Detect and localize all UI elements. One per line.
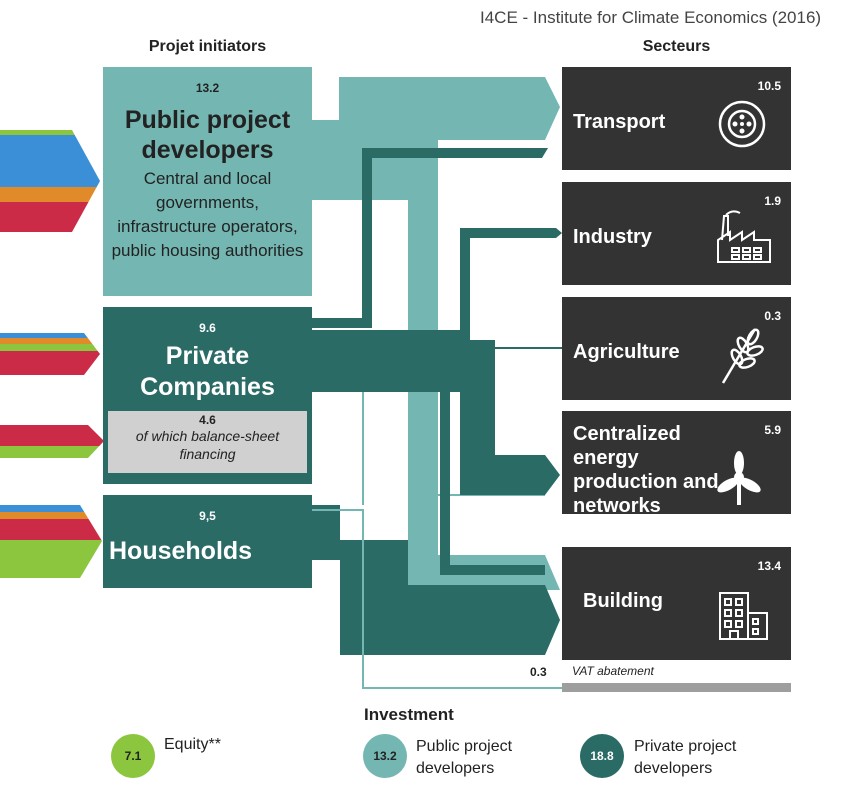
sector-centralized-energy: 5.9 Centralized energy production and ne… xyxy=(562,411,791,517)
sector-agriculture: 0.3 Agriculture xyxy=(562,297,791,400)
public-title: Public project developers xyxy=(124,106,291,164)
public-description: Central and local governments, infrastru… xyxy=(111,169,304,260)
flow-households-building-main xyxy=(340,540,560,655)
legend-private-label: Private project developers xyxy=(634,738,737,777)
wheat-icon xyxy=(721,328,764,384)
source-credit: I4CE - Institute for Climate Economics (… xyxy=(480,8,822,27)
public-developers-box: 13.2 Public project developers Central a… xyxy=(103,67,312,296)
legend-title: Investment xyxy=(364,705,454,724)
public-funding-arrow xyxy=(0,130,100,232)
wheel-icon xyxy=(718,100,766,148)
sector-building: 13.4 Building xyxy=(562,547,791,660)
flow-vat xyxy=(312,509,562,689)
households-box: 9,5 Households xyxy=(103,495,312,588)
legend-private-circle: 18.8 xyxy=(580,734,624,778)
balance-sheet-label: of which balance-sheet financing xyxy=(135,428,280,462)
balance-sheet-box: 4.6 of which balance-sheet financing xyxy=(108,411,307,473)
legend-equity-circle: 7.1 xyxy=(111,734,155,778)
sector-label: Building xyxy=(583,590,663,612)
building-icon xyxy=(719,592,768,640)
flow-public-transport xyxy=(312,77,560,200)
factory-icon xyxy=(717,210,771,263)
sector-label: Transport xyxy=(573,111,666,133)
private-title: Private Companies xyxy=(140,342,275,401)
sector-label: Centralized energy production and networ… xyxy=(573,423,719,517)
vat-label: VAT abatement xyxy=(572,664,654,678)
balance-sheet-funding-arrow xyxy=(0,425,104,458)
private-value: 9.6 xyxy=(199,321,216,335)
sector-value: 1.9 xyxy=(764,194,781,208)
sectors-header: Secteurs xyxy=(642,38,711,55)
private-companies-box: 9.6 Private Companies 4.6 of which balan… xyxy=(103,307,312,484)
legend-public-label: Public project developers xyxy=(416,738,513,777)
flow-private-transport xyxy=(312,148,548,328)
legend-public-circle: 13.2 xyxy=(363,734,407,778)
sector-value: 13.4 xyxy=(757,559,781,573)
vat-value: 0.3 xyxy=(530,665,547,679)
sector-industry: 1.9 Industry xyxy=(562,182,791,285)
flow-private-agriculture xyxy=(470,347,562,349)
sector-value: 10.5 xyxy=(757,79,781,93)
legend-equity-label: Equity** xyxy=(164,736,221,753)
balance-sheet-value: 4.6 xyxy=(199,413,216,427)
sector-value: 0.3 xyxy=(764,309,781,323)
households-funding-arrow xyxy=(0,505,102,578)
sector-label: Agriculture xyxy=(573,341,680,363)
sector-label: Industry xyxy=(573,226,652,248)
public-value: 13.2 xyxy=(195,81,220,95)
households-title: Households xyxy=(109,537,253,565)
wind-turbine-icon xyxy=(717,451,761,505)
flow-private-energy xyxy=(312,340,560,495)
sector-value: 5.9 xyxy=(764,423,781,437)
vat-bar xyxy=(562,683,791,692)
households-value: 9,5 xyxy=(199,509,216,523)
sector-transport: 10.5 Transport xyxy=(562,67,791,170)
private-funding-arrow xyxy=(0,333,100,375)
flow-households-building xyxy=(312,505,340,560)
initiators-header: Projet initiators xyxy=(148,38,267,55)
